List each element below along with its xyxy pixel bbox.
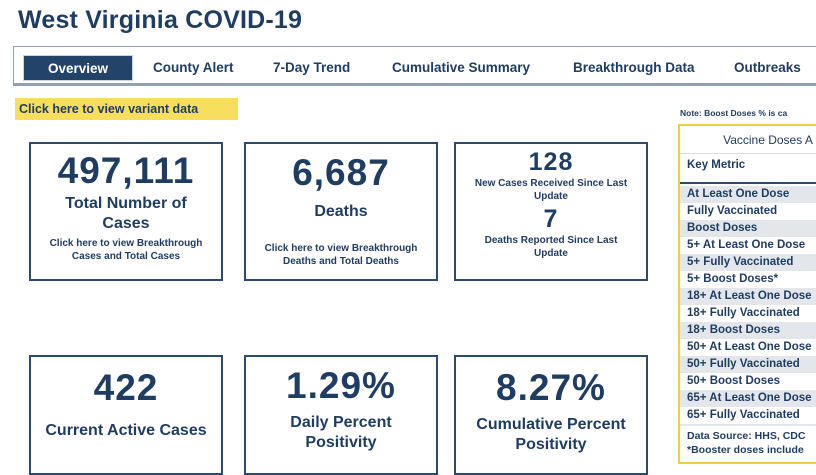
daily-positivity-label: Daily Percent Positivity [290,414,392,451]
tab-outbreaks[interactable]: Outbreaks [734,60,801,75]
table-row: 18+ Fully Vaccinated [687,307,800,319]
breakthrough-cases-link[interactable]: Click here to view Breakthrough Cases an… [49,238,203,262]
tab-county-alert[interactable]: County Alert [153,60,234,75]
active-cases-label: Current Active Cases [45,422,207,439]
key-metric-header: Key Metric [680,154,816,184]
deaths-value: 6,687 [292,152,390,193]
new-cases-label: New Cases Received Since Last Update [474,178,628,202]
data-source: Data Source: HHS, CDC [687,430,806,442]
table-row: Boost Doses [680,220,816,237]
daily-positivity-value: 1.29% [286,365,396,406]
table-row: 50+ Fully Vaccinated [680,356,816,373]
table-row: 18+ Boost Doses [680,322,816,339]
table-row: 5+ Fully Vaccinated [680,254,816,271]
table-row: 50+ At Least One Dose [687,341,812,353]
daily-positivity-card: 1.29% Daily Percent Positivity [244,355,438,475]
booster-footnote: *Booster doses include [687,444,804,456]
table-row: 65+ Fully Vaccinated [687,409,800,421]
page-title: West Virginia COVID-19 [18,6,303,34]
new-cases-value: 128 [528,148,574,176]
vaccine-table: Vaccine Doses A Key Metric At Least One … [678,124,816,464]
boost-note: Note: Boost Doses % is ca [680,108,788,118]
tab-7-day-trend[interactable]: 7-Day Trend [273,60,351,75]
vaccine-table-header: Vaccine Doses A [680,126,816,154]
cumulative-positivity-value: 8.27% [496,367,606,408]
table-row: 18+ At Least One Dose [680,288,816,305]
tab-cumulative-summary[interactable]: Cumulative Summary [392,60,531,75]
new-deaths-value: 7 [543,205,559,233]
table-row: Fully Vaccinated [687,205,778,217]
vaccine-rows[interactable]: At Least One Dose Fully Vaccinated Boost D… [680,184,816,426]
table-row: 5+ At Least One Dose [687,239,806,251]
active-cases-card: 422 Current Active Cases [29,355,223,475]
cumulative-positivity-label: Cumulative Percent Positivity [476,416,626,453]
tab-overview[interactable]: Overview [23,55,134,81]
total-cases-label: Total Number of Cases [65,195,187,232]
nav-bar: Overview County Alert 7-Day Trend Cumula… [13,46,816,86]
table-row: 50+ Boost Doses [687,375,780,387]
cumulative-positivity-card: 8.27% Cumulative Percent Positivity [454,355,648,475]
tab-breakthrough-data[interactable]: Breakthrough Data [573,60,695,75]
table-row: 65+ At Least One Dose [680,390,816,407]
table-row: At Least One Dose [680,186,816,203]
new-since-update-card: 128 New Cases Received Since Last Update… [454,142,648,281]
deaths-label: Deaths [314,203,368,220]
breakthrough-deaths-link[interactable]: Click here to view Breakthrough Deaths a… [264,243,418,267]
variant-data-link[interactable]: Click here to view variant data [15,98,238,120]
table-row: 65+ Boost Doses [680,424,816,426]
active-cases-value: 422 [93,367,159,408]
total-cases-card[interactable]: 497,111 Total Number of Cases Click here… [29,142,223,281]
deaths-card[interactable]: 6,687 Deaths Click here to view Breakthr… [244,142,438,281]
new-deaths-label: Deaths Reported Since Last Update [484,235,618,259]
table-row: 5+ Boost Doses* [687,273,779,285]
total-cases-value: 497,111 [57,150,195,191]
